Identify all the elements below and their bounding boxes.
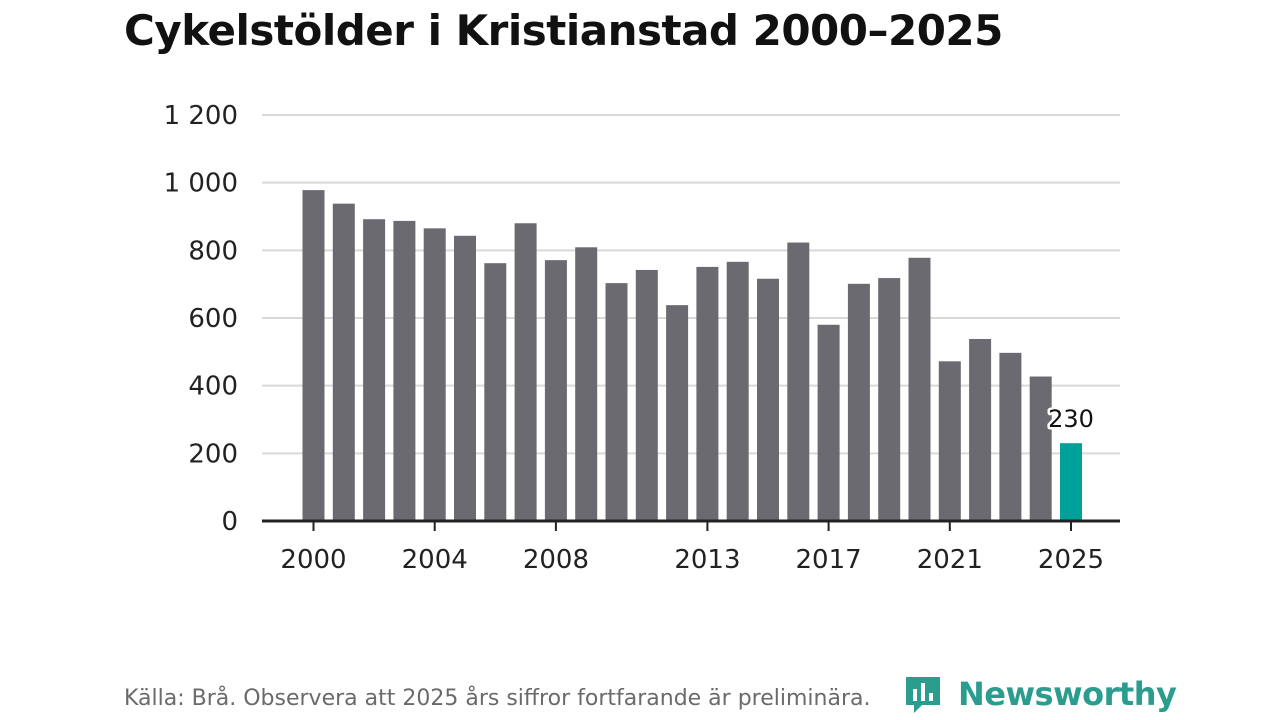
bar-2017: [817, 324, 840, 521]
x-axis-ticks: 2000 2004 2008 2013 2017 2021 2025: [280, 521, 1104, 575]
newsworthy-chart-bubble-icon: [906, 677, 940, 713]
bar-2000: [302, 190, 325, 522]
source-note: Källa: Brå. Observera att 2025 års siffr…: [124, 686, 871, 711]
bar-2001: [332, 203, 355, 522]
x-tick-label: 2004: [402, 545, 468, 575]
bar-2010: [605, 283, 628, 521]
y-tick-label: 400: [188, 372, 238, 402]
x-tick-label: 2008: [523, 545, 589, 575]
bar-2025: [1060, 443, 1082, 521]
x-tick-label: 2013: [674, 545, 740, 575]
bar-2004: [423, 228, 446, 521]
bar-2011: [635, 269, 658, 521]
bar-2006: [484, 263, 507, 521]
bars: [302, 190, 1082, 522]
bar-2019: [878, 278, 901, 521]
bar-2015: [757, 278, 779, 521]
bar-2013: [696, 266, 719, 521]
bar-2009: [575, 247, 598, 521]
x-tick-label: 2017: [796, 545, 862, 575]
data-label-2025: 230: [1048, 405, 1094, 433]
y-tick-label: 1 000: [164, 169, 238, 199]
x-tick-label: 2025: [1038, 545, 1104, 575]
bar-2016: [787, 242, 810, 521]
gridlines: [262, 114, 1120, 455]
bar-2003: [393, 220, 416, 522]
y-tick-label: 1 200: [164, 101, 238, 131]
annotations: 230: [1046, 403, 1097, 436]
bar-2014: [726, 261, 749, 521]
y-tick-label: 0: [221, 507, 238, 537]
y-tick-label: 600: [188, 304, 238, 334]
bar-2023: [999, 352, 1022, 521]
bar-2018: [847, 283, 870, 521]
bar-2012: [666, 305, 689, 521]
bar-2005: [454, 235, 476, 521]
y-tick-label: 200: [188, 439, 238, 469]
bar-2021: [938, 361, 961, 521]
x-tick-label: 2021: [917, 545, 983, 575]
y-axis-ticks: 0 200 400 600 800 1 000 1 200: [164, 101, 238, 537]
newsworthy-logo: Newsworthy: [902, 670, 1177, 718]
bar-2002: [363, 219, 386, 521]
y-tick-label: 800: [188, 236, 238, 266]
bar-2008: [544, 260, 567, 521]
bar-2020: [908, 257, 931, 521]
x-tick-label: 2000: [280, 545, 346, 575]
bar-2022: [969, 338, 992, 521]
bar-2024: [1029, 376, 1052, 521]
logo-text: Newsworthy: [958, 675, 1177, 713]
bar-2007: [514, 223, 537, 521]
chart-title: Cykelstölder i Kristianstad 2000–2025: [124, 6, 1003, 55]
